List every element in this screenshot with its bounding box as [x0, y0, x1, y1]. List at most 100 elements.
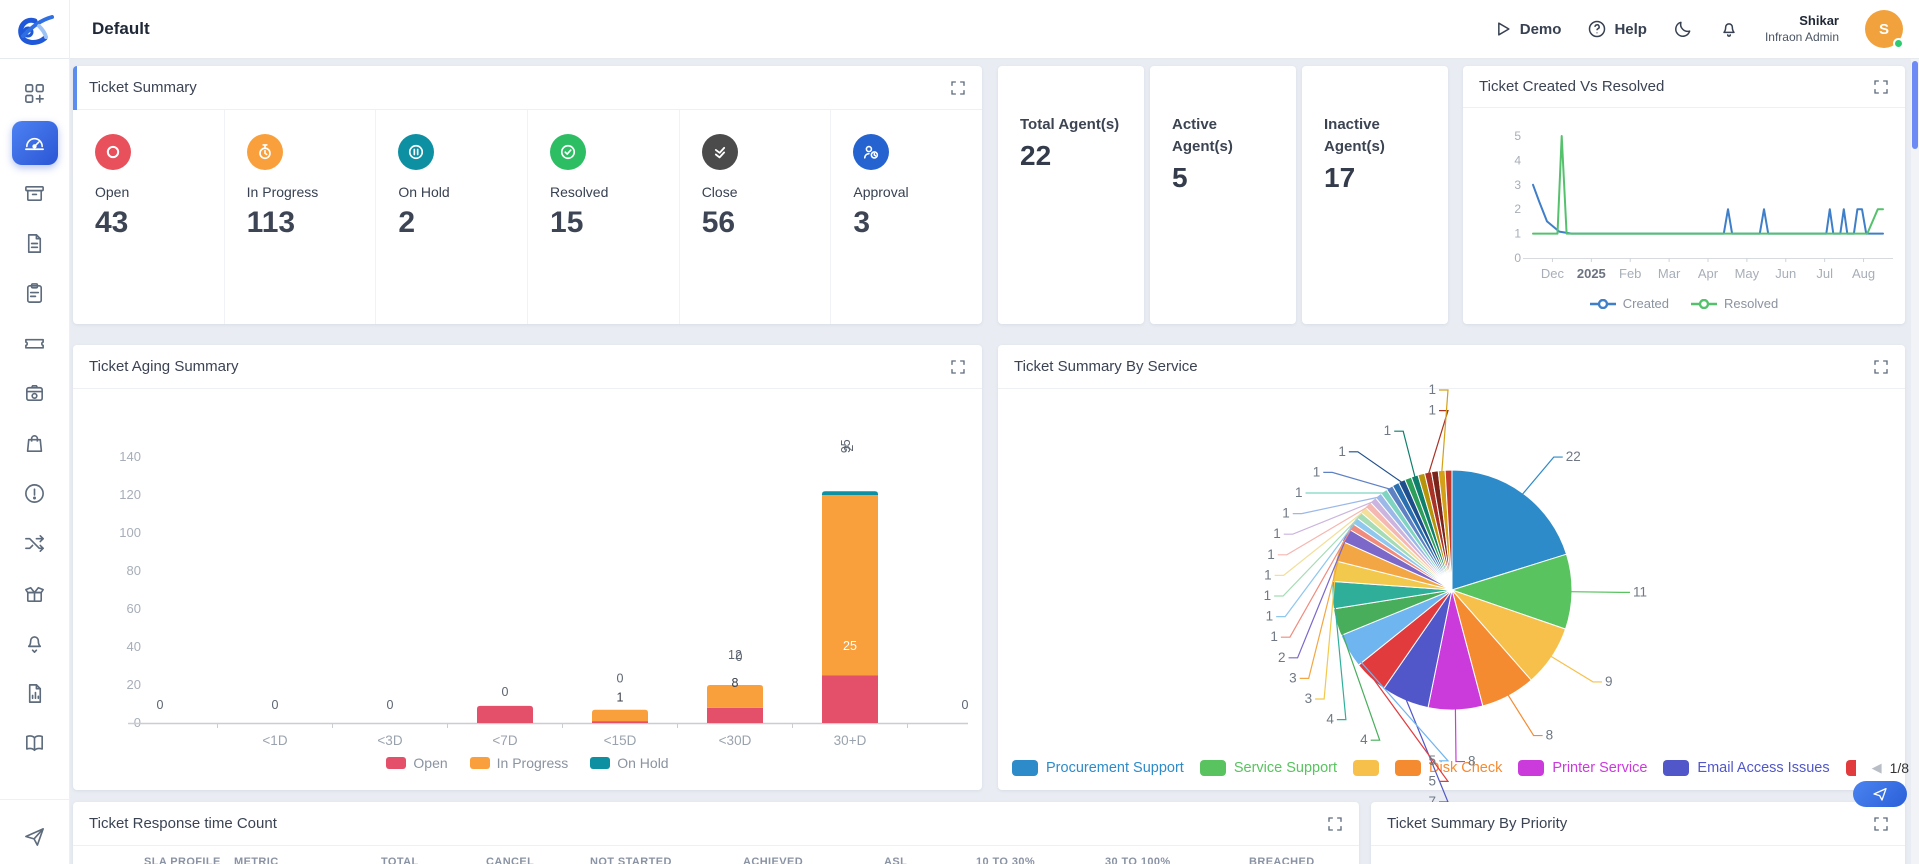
- card-title: Ticket Summary: [89, 79, 197, 96]
- sidebar-item-knowledge-base[interactable]: [12, 721, 58, 765]
- sidebar-item-releases[interactable]: [12, 571, 58, 615]
- svg-text:1: 1: [1264, 567, 1272, 582]
- status-close-icon: [701, 134, 738, 170]
- total-agents-card[interactable]: Total Agent(s) 22: [998, 66, 1144, 324]
- shopping-bag-icon: [26, 434, 43, 452]
- ticket-icon: [25, 338, 44, 349]
- sidebar-item-inbox[interactable]: [12, 171, 58, 215]
- legend-open[interactable]: Open: [386, 755, 448, 771]
- scrollbar-thumb[interactable]: [1912, 61, 1918, 149]
- column-header[interactable]: METRIC: [234, 856, 279, 864]
- sidebar-item-tasks[interactable]: [12, 271, 58, 315]
- dark-mode-toggle[interactable]: [1673, 19, 1693, 39]
- legend-label: Resolved: [1724, 296, 1779, 311]
- service-legend-item[interactable]: Email Access Issues: [1663, 760, 1830, 776]
- card-title: Ticket Aging Summary: [89, 358, 239, 375]
- service-legend-item[interactable]: [1353, 760, 1379, 776]
- swatch-icon: [469, 757, 490, 769]
- stat-value: 43: [95, 206, 129, 239]
- archive-box-icon: [25, 185, 44, 201]
- sidebar-item-workflows[interactable]: [12, 521, 58, 565]
- legend-label: Email Access Issues: [1697, 760, 1830, 776]
- svg-text:11: 11: [1633, 584, 1647, 599]
- stat-label: On Hold: [398, 184, 450, 200]
- column-header[interactable]: TOTAL: [381, 856, 419, 864]
- column-header[interactable]: ASL: [884, 856, 908, 864]
- service-legend-item[interactable]: Procurement Support: [1012, 760, 1184, 776]
- column-header[interactable]: 10 TO 30%: [976, 856, 1036, 864]
- stat-resolved[interactable]: Resolved 15: [528, 110, 680, 324]
- legend-in-progress[interactable]: In Progress: [469, 755, 568, 771]
- card-title: Ticket Response time Count: [89, 815, 277, 832]
- sidebar-item-requests[interactable]: [12, 221, 58, 265]
- service-legend-item[interactable]: Disk Check: [1395, 760, 1502, 776]
- expand-icon[interactable]: [1873, 359, 1889, 375]
- avatar[interactable]: S: [1865, 10, 1904, 49]
- moon-icon: [1675, 21, 1691, 37]
- notifications-button[interactable]: [1719, 19, 1739, 39]
- line-marker-icon: [1589, 298, 1616, 309]
- legend-label: Procurement Support: [1046, 760, 1184, 776]
- stat-label: Close: [701, 184, 738, 200]
- assistant-float-button[interactable]: [1853, 781, 1907, 807]
- svg-text:120: 120: [119, 487, 141, 502]
- expand-icon[interactable]: [950, 80, 966, 96]
- paper-plane-icon: [25, 827, 44, 846]
- sidebar-item-dashboard[interactable]: [11, 121, 58, 165]
- column-header[interactable]: CANCEL: [486, 856, 535, 864]
- app-logo[interactable]: [0, 0, 70, 59]
- demo-label: Demo: [1519, 20, 1562, 38]
- expand-icon[interactable]: [950, 359, 966, 375]
- column-header[interactable]: BREACHED: [1249, 856, 1315, 864]
- stat-approval[interactable]: Approval 3: [831, 110, 982, 324]
- sidebar-item-apps[interactable]: [12, 71, 58, 115]
- sidebar-item-alerts[interactable]: [12, 471, 58, 515]
- svg-text:1: 1: [1267, 547, 1275, 562]
- service-legend-item[interactable]: [1845, 760, 1856, 776]
- bell-icon: [1723, 23, 1735, 37]
- card-title: Ticket Summary By Service: [1014, 358, 1198, 375]
- stat-open[interactable]: Open 43: [73, 110, 225, 324]
- svg-text:3: 3: [1305, 691, 1313, 706]
- stat-value: 113: [246, 206, 296, 239]
- inactive-agents-card[interactable]: Inactive Agent(s) 17: [1302, 66, 1448, 324]
- column-header[interactable]: ACHIEVED: [743, 856, 804, 864]
- stat-close[interactable]: Close 56: [680, 110, 832, 324]
- legend-prev-button[interactable]: ◀: [1871, 760, 1882, 775]
- svg-text:22: 22: [1566, 449, 1581, 464]
- agent-value: 22: [1020, 139, 1052, 171]
- service-legend-item[interactable]: Printer Service: [1518, 760, 1647, 776]
- swatch-icon: [1518, 760, 1545, 776]
- sidebar-item-reports[interactable]: [12, 671, 58, 715]
- stat-on-hold[interactable]: On Hold 2: [376, 110, 529, 324]
- column-header[interactable]: 30 TO 100%: [1105, 856, 1171, 864]
- service-legend-item[interactable]: Service Support: [1199, 760, 1337, 776]
- sidebar-item-assets[interactable]: [12, 371, 58, 415]
- status-approval-icon: [853, 134, 890, 170]
- active-agents-card[interactable]: Active Agent(s) 5: [1150, 66, 1296, 324]
- agent-label: Active Agent(s): [1172, 116, 1233, 155]
- sidebar-item-notifications[interactable]: [12, 621, 58, 665]
- legend-on-hold[interactable]: On Hold: [590, 755, 669, 771]
- svg-text:100: 100: [119, 525, 141, 540]
- svg-text:1: 1: [1313, 464, 1321, 479]
- legend-label: Open: [413, 755, 448, 771]
- demo-button[interactable]: Demo: [1493, 19, 1562, 39]
- column-header[interactable]: NOT STARTED: [590, 856, 672, 864]
- dashboard-main: Ticket Summary Open 43 In Progress 113 O…: [70, 59, 1919, 864]
- sidebar-item-send-feedback[interactable]: [12, 814, 58, 858]
- svg-text:0: 0: [617, 672, 624, 686]
- legend-created[interactable]: Created: [1589, 296, 1669, 311]
- stat-in-progress[interactable]: In Progress 113: [225, 110, 377, 324]
- sidebar-item-store[interactable]: [12, 421, 58, 465]
- expand-icon[interactable]: [1873, 816, 1889, 832]
- expand-icon[interactable]: [1327, 816, 1343, 832]
- sidebar-item-tickets[interactable]: [12, 321, 58, 365]
- svg-text:25: 25: [843, 639, 857, 653]
- column-header[interactable]: SLA PROFILE: [144, 856, 221, 864]
- svg-text:1: 1: [1384, 423, 1392, 438]
- legend-resolved[interactable]: Resolved: [1691, 296, 1778, 311]
- help-button[interactable]: Help: [1587, 19, 1647, 39]
- expand-icon[interactable]: [1873, 79, 1889, 95]
- shuffle-icon: [25, 534, 44, 552]
